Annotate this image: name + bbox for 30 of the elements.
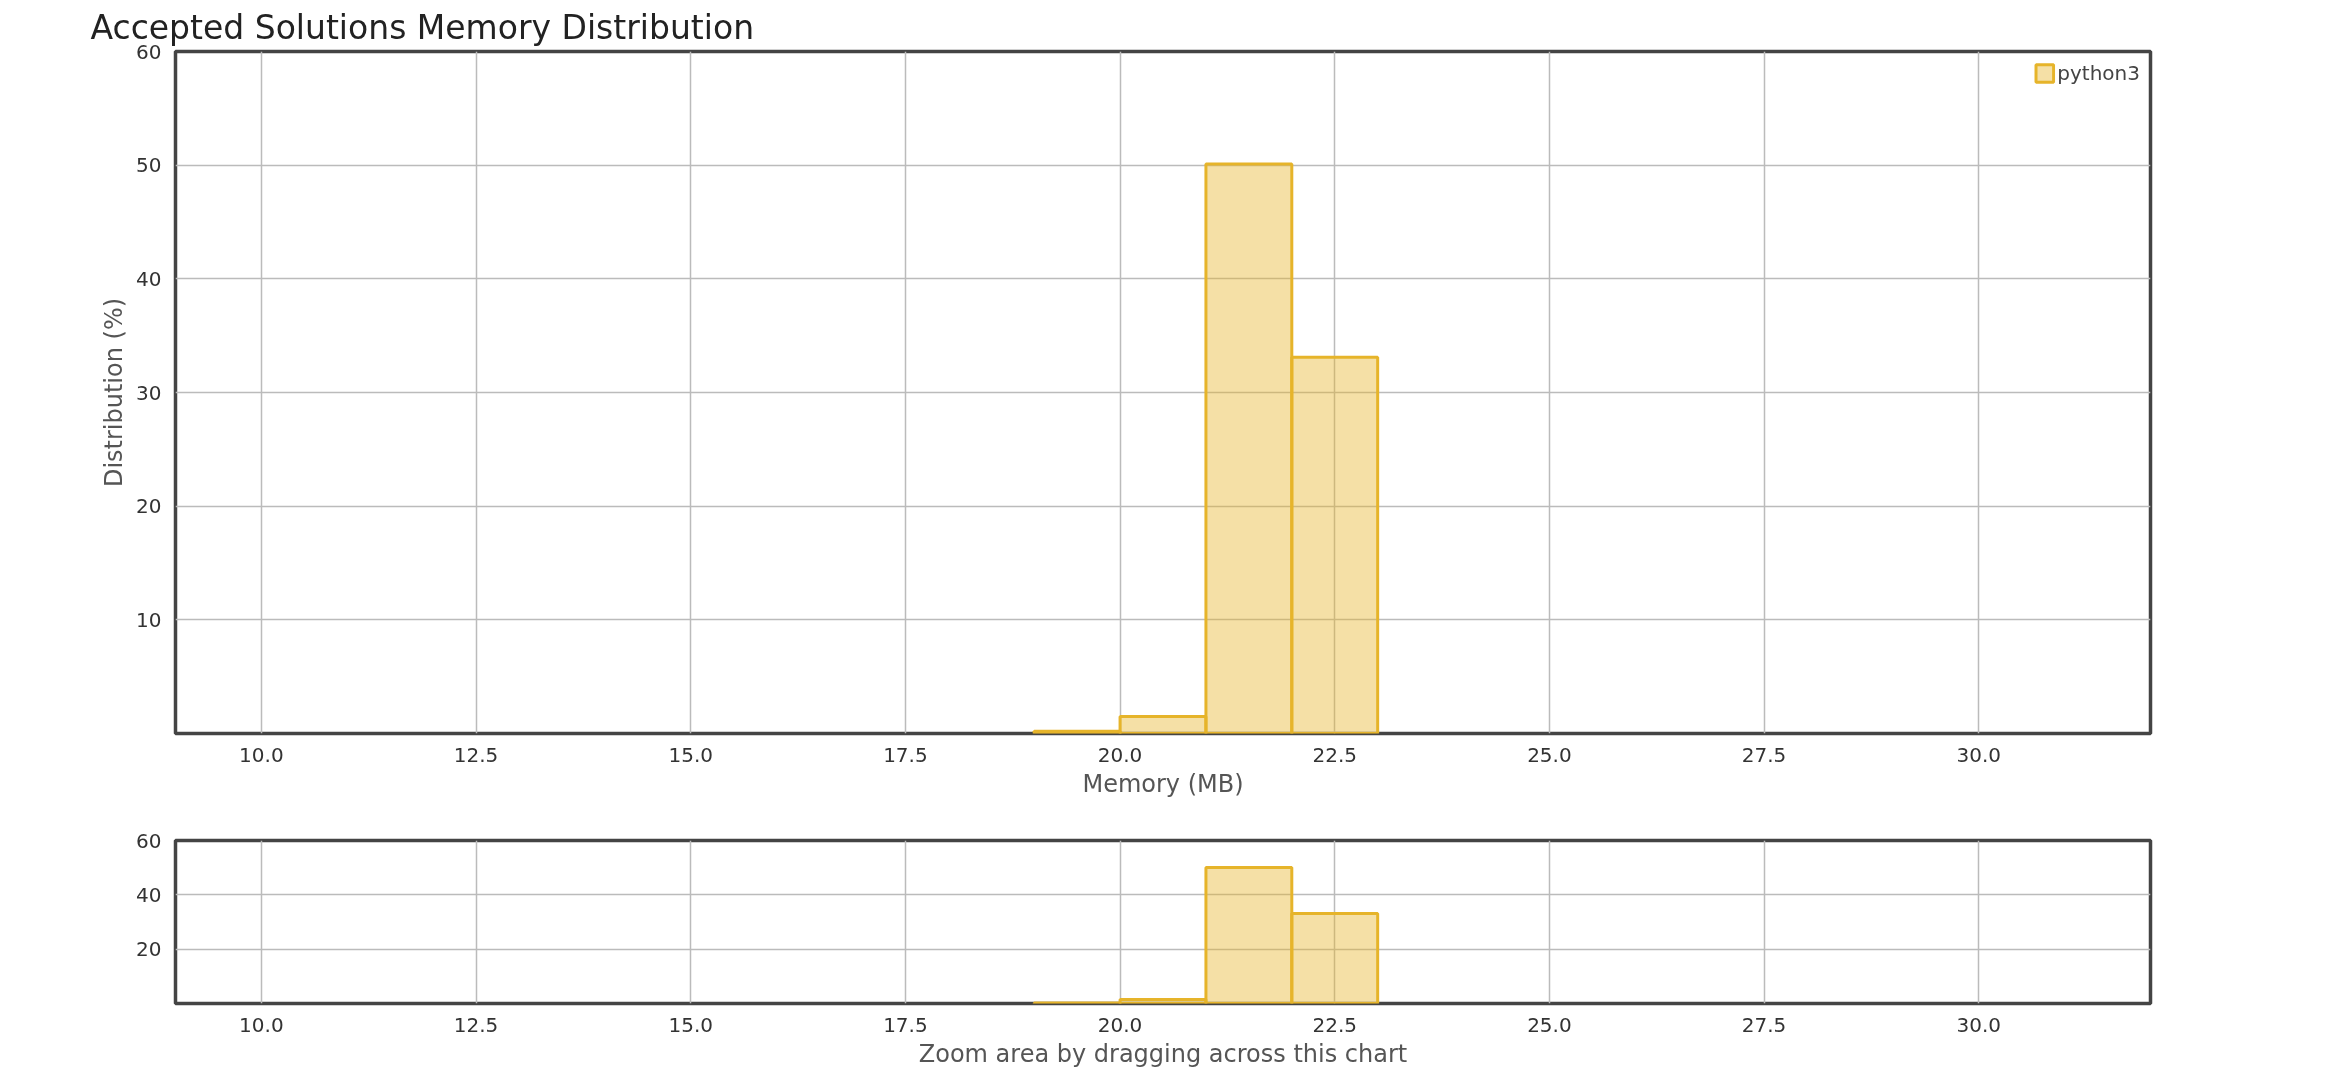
x-tick-label: 30.0: [1956, 1012, 2002, 1037]
x-axis-title: Memory (MB): [1082, 769, 1244, 798]
x-tick-label: 22.5: [1312, 1012, 1357, 1037]
x-tick-label: 17.5: [883, 1012, 928, 1037]
x-tick-label: 15.0: [668, 742, 713, 767]
x-tick-label: 27.5: [1741, 1012, 1787, 1037]
x-tick-label: 12.5: [453, 742, 499, 767]
x-tick-label: 10.0: [239, 742, 284, 767]
y-tick-label: 60: [136, 828, 162, 853]
legend-label: python3: [2057, 61, 2140, 85]
y-tick-label: 10: [136, 607, 162, 632]
x-tick-label: 20.0: [1097, 1012, 1143, 1037]
x-tick-label: 12.5: [453, 1012, 499, 1037]
x-tick-label: 22.5: [1312, 742, 1357, 767]
x-tick-label: 25.0: [1527, 1012, 1572, 1037]
y-tick-label: 20: [136, 494, 162, 519]
x-tick-label: 20.0: [1097, 742, 1143, 767]
x-tick-label: 30.0: [1956, 742, 2002, 767]
x-tick-label: 10.0: [239, 1012, 284, 1037]
y-tick-label: 40: [136, 882, 162, 907]
x-tick-label: 15.0: [668, 1012, 713, 1037]
y-tick-label: 30: [136, 380, 162, 405]
x-tick-label: 17.5: [883, 742, 928, 767]
y-axis-title: Distribution (%): [100, 297, 129, 488]
y-tick-label: 50: [136, 153, 162, 178]
x-axis-title: Zoom area by dragging across this chart: [918, 1039, 1408, 1068]
y-tick-label: 40: [136, 266, 162, 291]
x-tick-label: 27.5: [1741, 742, 1787, 767]
y-tick-label: 20: [136, 937, 162, 962]
x-tick-label: 25.0: [1527, 742, 1572, 767]
